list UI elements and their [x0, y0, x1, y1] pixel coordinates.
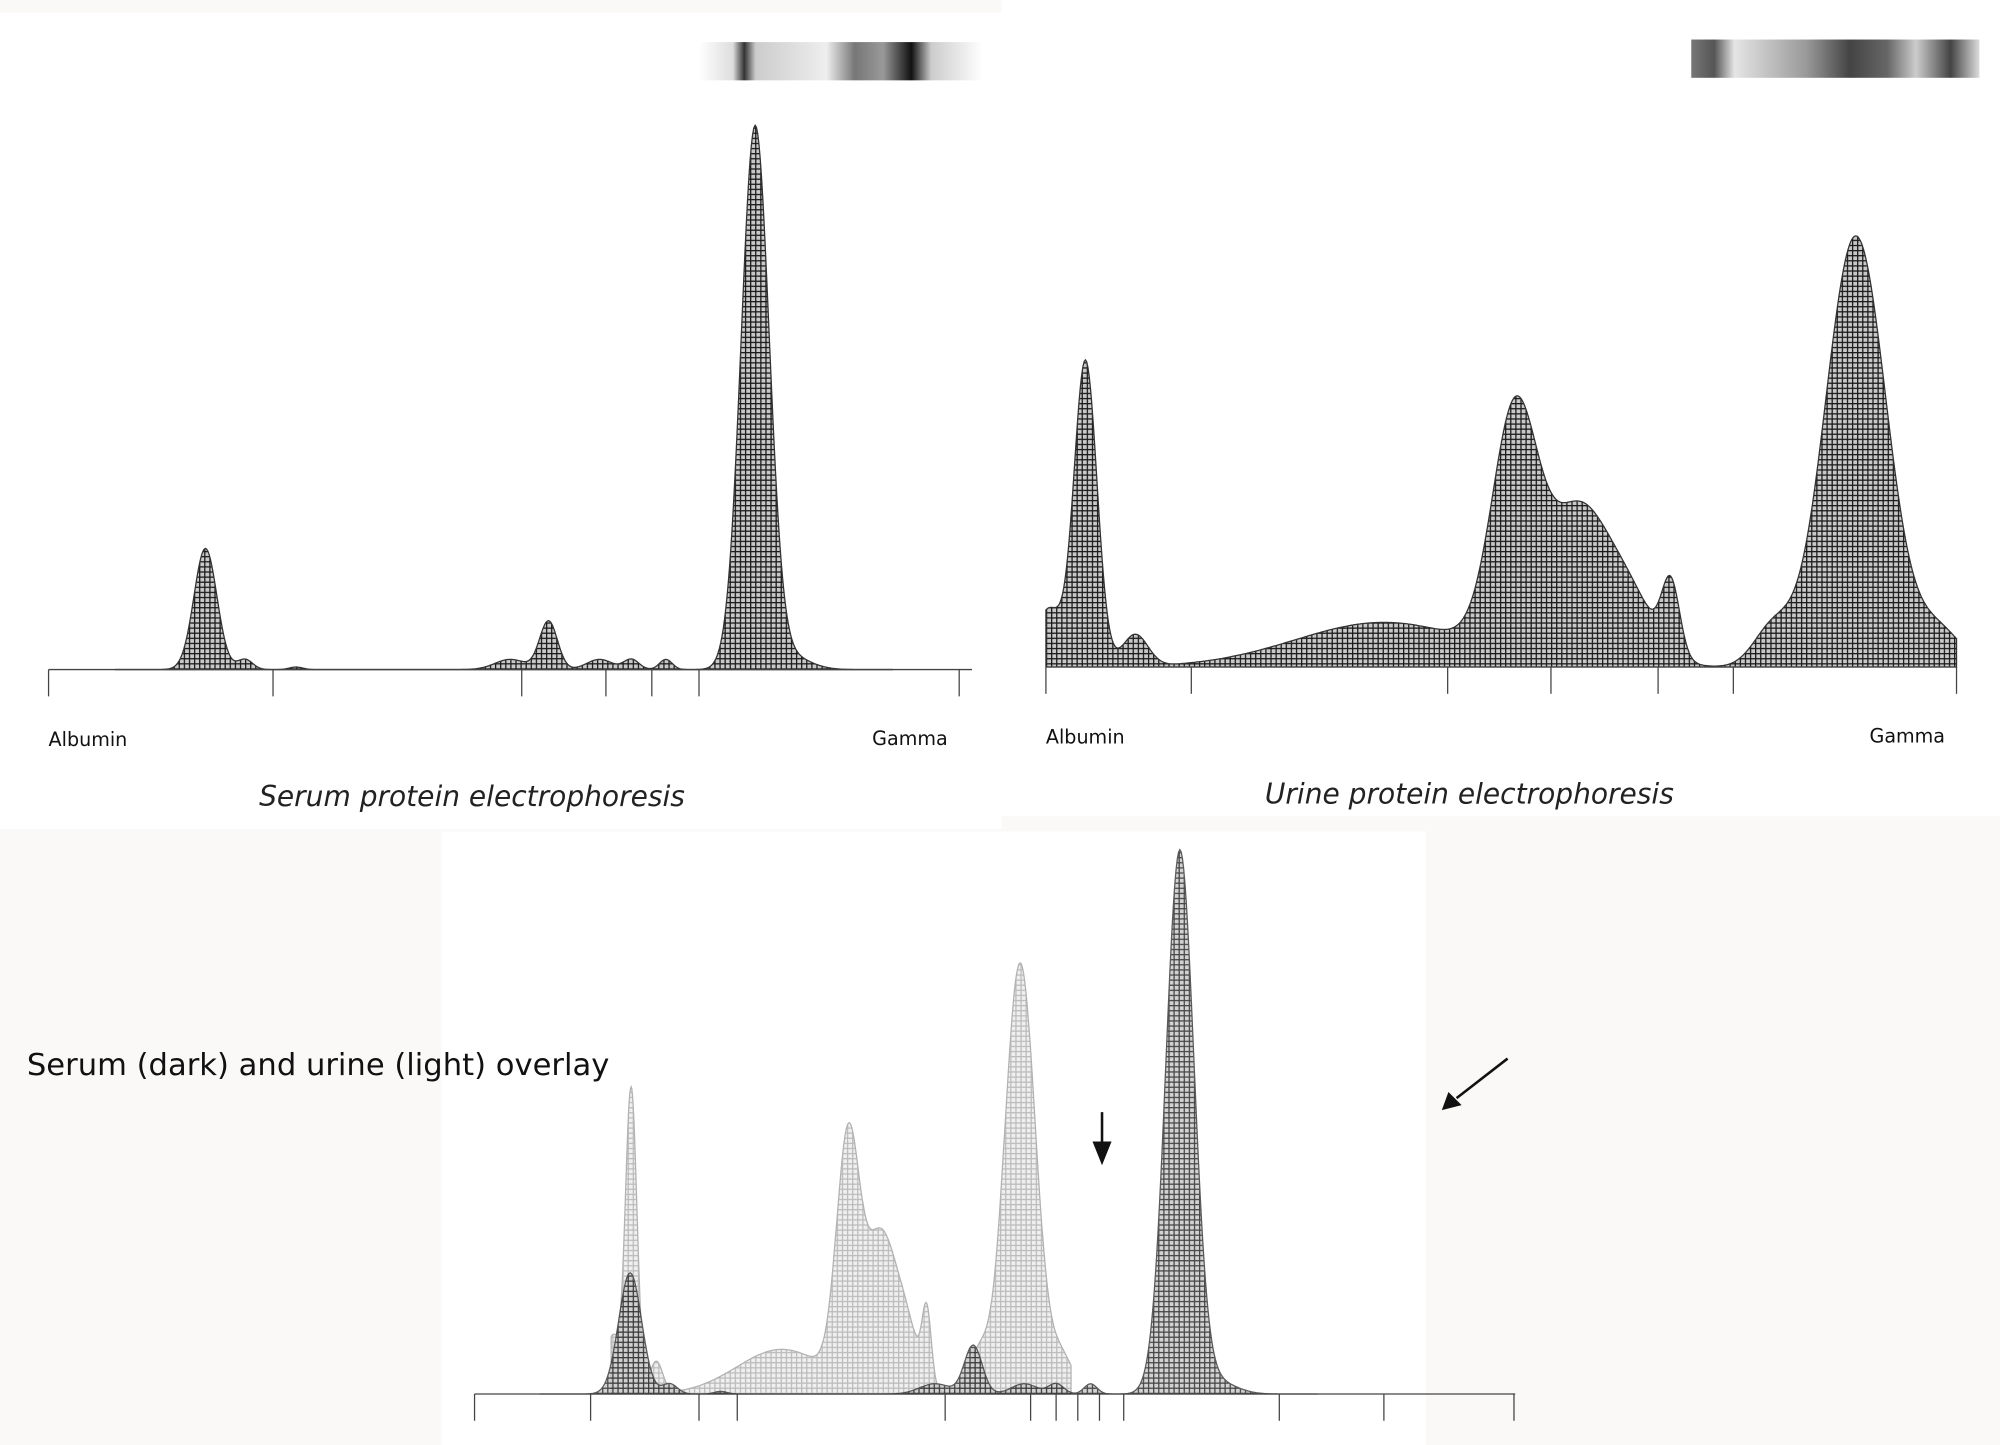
urine-curve: [1045, 235, 1958, 668]
serum-right-label: Gamma: [872, 727, 948, 750]
serum-curve: [114, 123, 893, 671]
overlay-panel: [441, 831, 1426, 1445]
urine-left-label: Albumin: [1046, 726, 1125, 749]
serum-caption: Serum protein electrophoresis: [259, 780, 685, 813]
overlay-caption: Serum (dark) and urine (light) overlay: [27, 1048, 609, 1083]
serum-panel: [0, 12, 1002, 829]
overlay-serum-curve: [539, 848, 1318, 1395]
ticks: [47, 667, 1958, 1421]
urine-gel: [1691, 39, 1980, 78]
serum-gel: [699, 42, 983, 81]
arrows: [1092, 1057, 1509, 1166]
urine-right-label: Gamma: [1870, 724, 1946, 747]
serum-left-label: Albumin: [49, 728, 128, 751]
curves: [114, 123, 1958, 1395]
overlay-urine-curve: [610, 962, 1072, 1395]
urine-caption: Urine protein electrophoresis: [1265, 777, 1674, 810]
